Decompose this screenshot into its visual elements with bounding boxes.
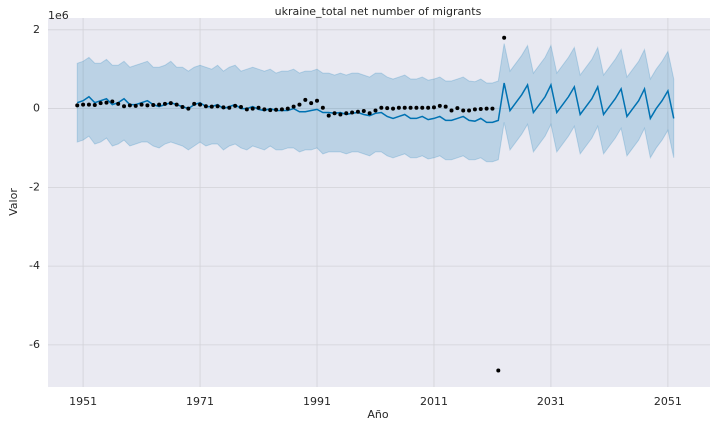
- observed-point: [472, 107, 477, 112]
- observed-point: [396, 105, 401, 110]
- observed-point: [391, 106, 396, 111]
- observed-point: [244, 107, 249, 112]
- observed-point: [320, 105, 325, 110]
- observed-point: [455, 106, 460, 111]
- observed-point: [385, 106, 390, 111]
- observed-point: [92, 103, 97, 108]
- observed-point: [303, 97, 308, 102]
- x-tick-label: 2011: [420, 395, 448, 408]
- observed-point: [168, 101, 173, 106]
- observed-point: [110, 99, 115, 104]
- observed-point: [162, 101, 167, 106]
- observed-point: [116, 101, 121, 106]
- observed-point: [338, 112, 343, 117]
- observed-point: [198, 102, 203, 107]
- observed-point: [502, 35, 507, 40]
- observed-point: [122, 104, 127, 109]
- y-tick-label: -2: [29, 180, 40, 193]
- x-tick-label: 1971: [186, 395, 214, 408]
- observed-point: [350, 110, 355, 115]
- observed-point: [157, 102, 162, 107]
- observed-point: [233, 103, 238, 108]
- observed-point: [420, 105, 425, 110]
- observed-point: [443, 104, 448, 109]
- chart-title: ukraine_total net number of migrants: [275, 5, 482, 18]
- observed-point: [355, 109, 360, 114]
- observed-point: [496, 368, 501, 373]
- observed-point: [151, 103, 156, 108]
- x-tick-label: 1991: [303, 395, 331, 408]
- y-tick-label: 0: [33, 102, 40, 115]
- observed-point: [315, 98, 320, 103]
- observed-point: [238, 105, 243, 110]
- observed-point: [203, 104, 208, 109]
- observed-point: [402, 105, 407, 110]
- observed-point: [379, 105, 384, 110]
- observed-point: [414, 105, 419, 110]
- observed-point: [297, 102, 302, 107]
- observed-point: [145, 103, 150, 108]
- observed-point: [127, 103, 132, 108]
- observed-point: [279, 107, 284, 112]
- observed-point: [250, 106, 255, 111]
- observed-point: [484, 106, 489, 111]
- x-tick-label: 1951: [69, 395, 97, 408]
- observed-point: [180, 105, 185, 110]
- observed-point: [332, 111, 337, 116]
- observed-point: [431, 105, 436, 110]
- observed-point: [461, 108, 466, 113]
- observed-point: [186, 106, 191, 111]
- observed-point: [467, 108, 472, 113]
- observed-point: [478, 106, 483, 111]
- observed-point: [227, 105, 232, 110]
- y-tick-label: -6: [29, 338, 40, 351]
- observed-point: [262, 107, 267, 112]
- observed-point: [139, 102, 144, 107]
- observed-point: [104, 100, 109, 105]
- y-tick-label: 2: [33, 23, 40, 36]
- x-tick-label: 2051: [654, 395, 682, 408]
- observed-point: [426, 105, 431, 110]
- observed-point: [274, 107, 279, 112]
- observed-point: [221, 105, 226, 110]
- observed-point: [268, 108, 273, 113]
- observed-point: [75, 103, 80, 108]
- observed-point: [437, 103, 442, 108]
- observed-point: [344, 111, 349, 116]
- observed-point: [367, 111, 372, 116]
- observed-point: [192, 101, 197, 106]
- observed-point: [326, 113, 331, 118]
- observed-point: [291, 104, 296, 109]
- plot-background: [48, 18, 710, 387]
- x-tick-label: 2031: [537, 395, 565, 408]
- x-axis-label: Año: [367, 408, 388, 421]
- observed-point: [133, 103, 138, 108]
- observed-point: [285, 106, 290, 111]
- observed-point: [215, 104, 220, 109]
- observed-point: [490, 106, 495, 111]
- y-tick-label: -4: [29, 259, 40, 272]
- y-offset-label: 1e6: [48, 9, 69, 22]
- observed-point: [209, 104, 214, 109]
- observed-point: [81, 102, 86, 107]
- observed-point: [256, 105, 261, 110]
- observed-point: [373, 108, 378, 113]
- observed-point: [361, 108, 366, 113]
- observed-point: [98, 101, 103, 106]
- uncertainty-band: [76, 43, 675, 163]
- observed-point: [408, 105, 413, 110]
- y-axis-label: Valor: [7, 188, 20, 216]
- observed-point: [309, 101, 314, 106]
- observed-point: [449, 108, 454, 113]
- observed-point: [174, 102, 179, 107]
- observed-point: [86, 102, 91, 107]
